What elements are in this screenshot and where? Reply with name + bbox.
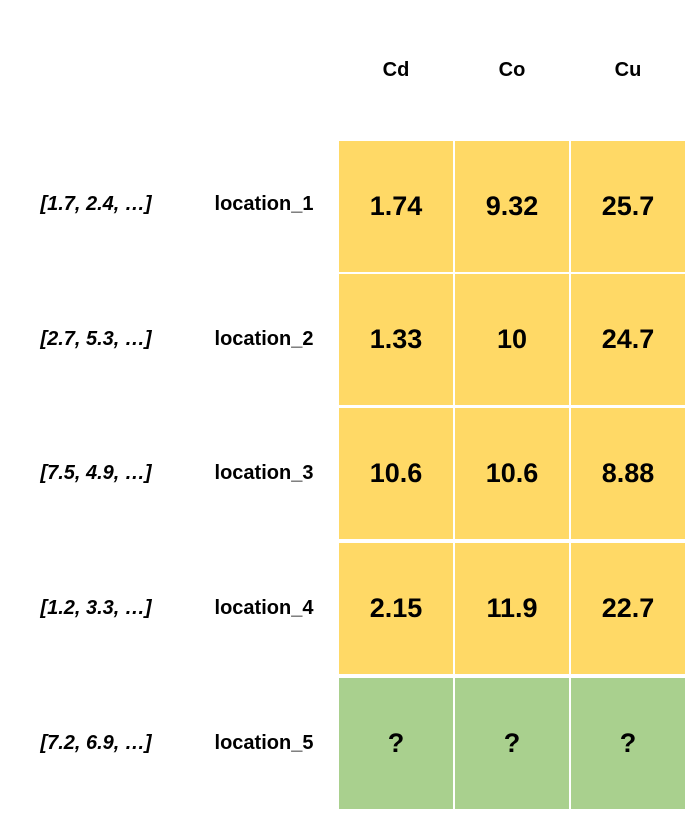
row-2-location-label: location_2 <box>214 328 314 350</box>
row-4-co-cell: 11.9 <box>455 543 569 674</box>
row-2-cu-cell: 24.7 <box>571 274 685 405</box>
row-2-cd-cell: 1.33 <box>339 274 453 405</box>
row-4-cu-cell: 22.7 <box>571 543 685 674</box>
column-header-cd: Cd <box>382 59 410 81</box>
row-1-cu-cell: 25.7 <box>571 141 685 272</box>
column-header-co: Co <box>498 59 526 81</box>
row-3-location-label: location_3 <box>214 462 314 484</box>
row-5-location-label: location_5 <box>214 732 314 754</box>
row-4-feature-vector: [1.2, 3.3, …] <box>40 597 152 619</box>
row-1-co-cell: 9.32 <box>455 141 569 272</box>
row-2-co-cell: 10 <box>455 274 569 405</box>
row-3-cd-cell: 10.6 <box>339 408 453 539</box>
row-2-feature-vector: [2.7, 5.3, …] <box>40 328 152 350</box>
row-1-location-label: location_1 <box>214 193 314 215</box>
row-5-cd-cell: ? <box>339 678 453 809</box>
row-3-co-cell: 10.6 <box>455 408 569 539</box>
row-4-location-label: location_4 <box>214 597 314 619</box>
row-5-feature-vector: [7.2, 6.9, …] <box>40 732 152 754</box>
row-3-feature-vector: [7.5, 4.9, …] <box>40 462 152 484</box>
row-4-cd-cell: 2.15 <box>339 543 453 674</box>
column-header-cu: Cu <box>614 59 642 81</box>
row-1-cd-cell: 1.74 <box>339 141 453 272</box>
row-5-cu-cell: ? <box>571 678 685 809</box>
row-1-feature-vector: [1.7, 2.4, …] <box>40 193 152 215</box>
row-3-cu-cell: 8.88 <box>571 408 685 539</box>
row-5-co-cell: ? <box>455 678 569 809</box>
